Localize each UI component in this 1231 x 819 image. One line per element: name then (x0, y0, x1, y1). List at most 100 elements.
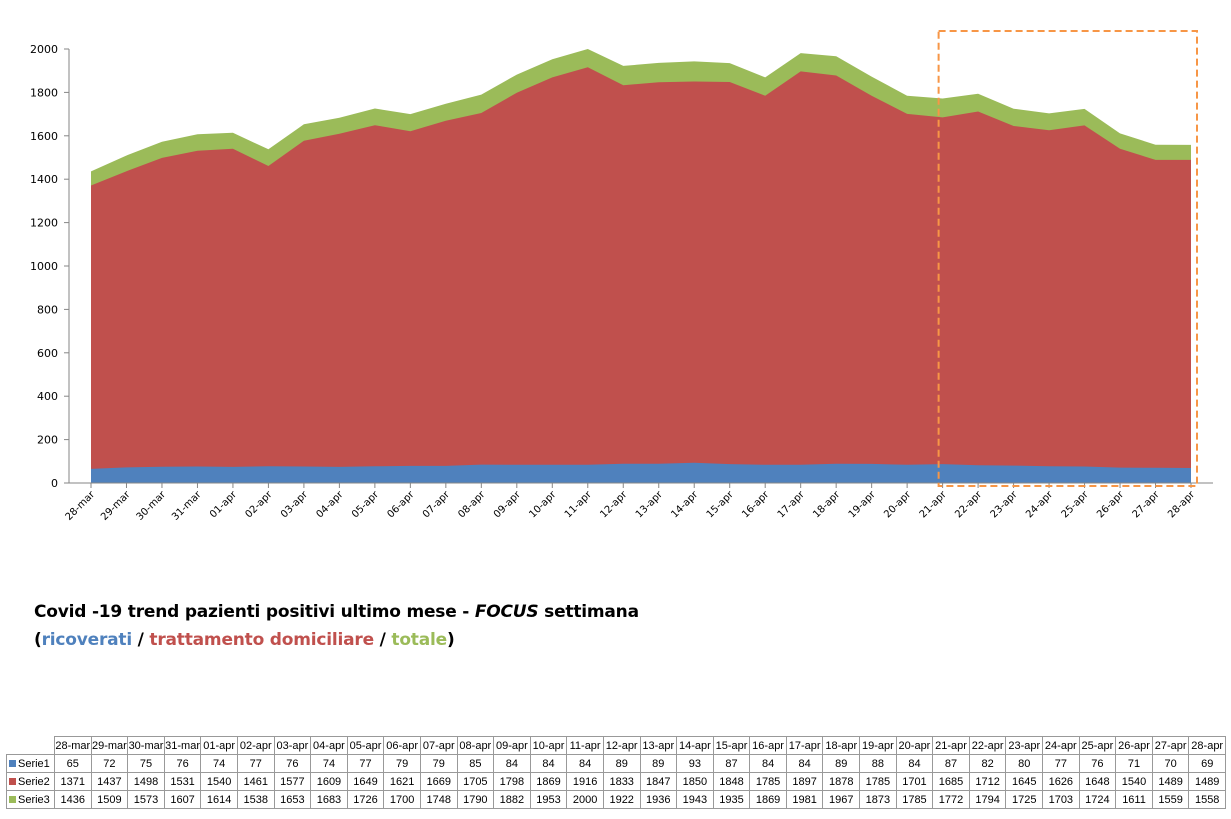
table-cell: 74 (200, 754, 238, 773)
y-tick-label: 600 (37, 347, 58, 360)
table-cell: 1700 (383, 790, 421, 809)
y-tick-label: 800 (37, 303, 58, 316)
x-tick-label: 24-apr (1024, 489, 1056, 521)
table-cell: 1705 (456, 772, 495, 791)
table-header-cell: 28-apr (1188, 736, 1226, 755)
table-header-cell: 31-mar (163, 736, 202, 755)
x-tick-label: 14-apr (669, 489, 701, 521)
table-cell: 1878 (822, 772, 861, 791)
table-cell: 77 (236, 754, 275, 773)
x-tick-label: 22-apr (953, 489, 985, 521)
table-header-cell: 18-apr (822, 736, 861, 755)
table-cell: 1498 (127, 772, 165, 791)
table-cell: 1967 (822, 790, 861, 809)
table-cell: 84 (749, 754, 787, 773)
table-cell: 1897 (785, 772, 824, 791)
y-tick-label: 2000 (30, 43, 58, 56)
x-tick-label: 28-apr (1166, 489, 1198, 521)
table-header-cell: 30-mar (127, 736, 165, 755)
table-header-cell: 04-apr (310, 736, 348, 755)
x-tick-label: 13-apr (634, 489, 666, 521)
table-cell: 89 (602, 754, 641, 773)
data-table: 28-mar 29-mar 30-mar 31-mar 01-apr 02-apr 03-a… (6, 736, 1226, 809)
table-header-cell: 28-mar (54, 736, 92, 755)
table-cell: 77 (346, 754, 385, 773)
table-cell: 1916 (566, 772, 604, 791)
legend-swatch (9, 778, 16, 786)
table-cell: 1785 (859, 772, 897, 791)
table-cell: 65 (54, 754, 92, 773)
table-cell: 1703 (1042, 790, 1080, 809)
table-cell: 70 (1151, 754, 1190, 773)
table-cell: 1648 (1078, 772, 1117, 791)
table-header-cell: 25-apr (1078, 736, 1117, 755)
x-tick-label: 09-apr (492, 489, 524, 521)
table-cell: 1437 (90, 772, 129, 791)
table-cell: 79 (383, 754, 421, 773)
x-tick-label: 30-mar (135, 489, 169, 523)
table-cell: 1685 (932, 772, 970, 791)
x-tick-label: 19-apr (847, 489, 879, 521)
table-cell: 1573 (127, 790, 165, 809)
table-cell: 84 (493, 754, 531, 773)
table-cell: 76 (1078, 754, 1117, 773)
table-cell: 1850 (676, 772, 714, 791)
table-cell: 1540 (200, 772, 238, 791)
table-cell: 1847 (639, 772, 678, 791)
table-row: Serie3 1436 1509 1573 1607 1614 1538 1653 1683 17… (6, 790, 1226, 809)
table-cell: 87 (712, 754, 751, 773)
y-tick-label: 0 (51, 477, 58, 490)
table-cell: 1609 (310, 772, 348, 791)
x-tick-label: 15-apr (705, 489, 737, 521)
table-cell: 1935 (712, 790, 751, 809)
table-header-cell: 11-apr (566, 736, 604, 755)
table-cell: 1936 (639, 790, 678, 809)
table-header-cell: 17-apr (785, 736, 824, 755)
x-tick-label: 25-apr (1060, 489, 1092, 521)
table-corner (6, 736, 55, 755)
caption-focus: FOCUS (474, 602, 539, 622)
x-tick-label: 04-apr (314, 489, 346, 521)
table-header-cell: 20-apr (895, 736, 934, 755)
table-cell: 1626 (1042, 772, 1080, 791)
y-tick-label: 1800 (30, 86, 58, 99)
table-cell: 89 (822, 754, 861, 773)
table-cell: 72 (90, 754, 129, 773)
table-cell: 75 (127, 754, 165, 773)
table-cell: 84 (529, 754, 568, 773)
x-axis: 28-mar 29-mar 30-mar 31-mar 01-apr 02-apr 03-a… (64, 482, 1213, 523)
caption-line-1: Covid -19 trend pazienti positivi ultimo… (34, 602, 639, 622)
table-cell: 1981 (785, 790, 824, 809)
table-series-name: Serie2 (6, 772, 55, 791)
table-cell: 1869 (529, 772, 568, 791)
table-cell: 1461 (236, 772, 275, 791)
table-cell: 1701 (895, 772, 934, 791)
y-tick-label: 200 (37, 434, 58, 447)
table-cell: 1873 (859, 790, 897, 809)
table-cell: 1538 (236, 790, 275, 809)
table-cell: 1489 (1151, 772, 1190, 791)
table-header-cell: 15-apr (712, 736, 751, 755)
table-header-cell: 14-apr (676, 736, 714, 755)
table-header-cell: 21-apr (932, 736, 970, 755)
table-header-cell: 10-apr (529, 736, 568, 755)
table-cell: 1558 (1188, 790, 1226, 809)
table-cell: 1509 (90, 790, 129, 809)
table-cell: 1794 (968, 790, 1007, 809)
x-tick-label: 10-apr (527, 489, 559, 521)
x-tick-label: 18-apr (811, 489, 843, 521)
y-axis: 0 200 400 600 800 1000 1200 1400 1600 1800 2000 (30, 43, 70, 490)
table-cell: 71 (1115, 754, 1153, 773)
legend-swatch (9, 760, 16, 768)
x-tick-label: 23-apr (989, 489, 1021, 521)
table-cell: 84 (895, 754, 934, 773)
x-tick-label: 26-apr (1095, 489, 1127, 521)
table-header-cell: 03-apr (273, 736, 312, 755)
table-cell: 1785 (895, 790, 934, 809)
table-header-cell: 06-apr (383, 736, 421, 755)
x-tick-label: 17-apr (776, 489, 808, 521)
x-tick-label: 03-apr (279, 489, 311, 521)
table-cell: 89 (639, 754, 678, 773)
table-cell: 82 (968, 754, 1007, 773)
x-tick-label: 20-apr (882, 489, 914, 521)
